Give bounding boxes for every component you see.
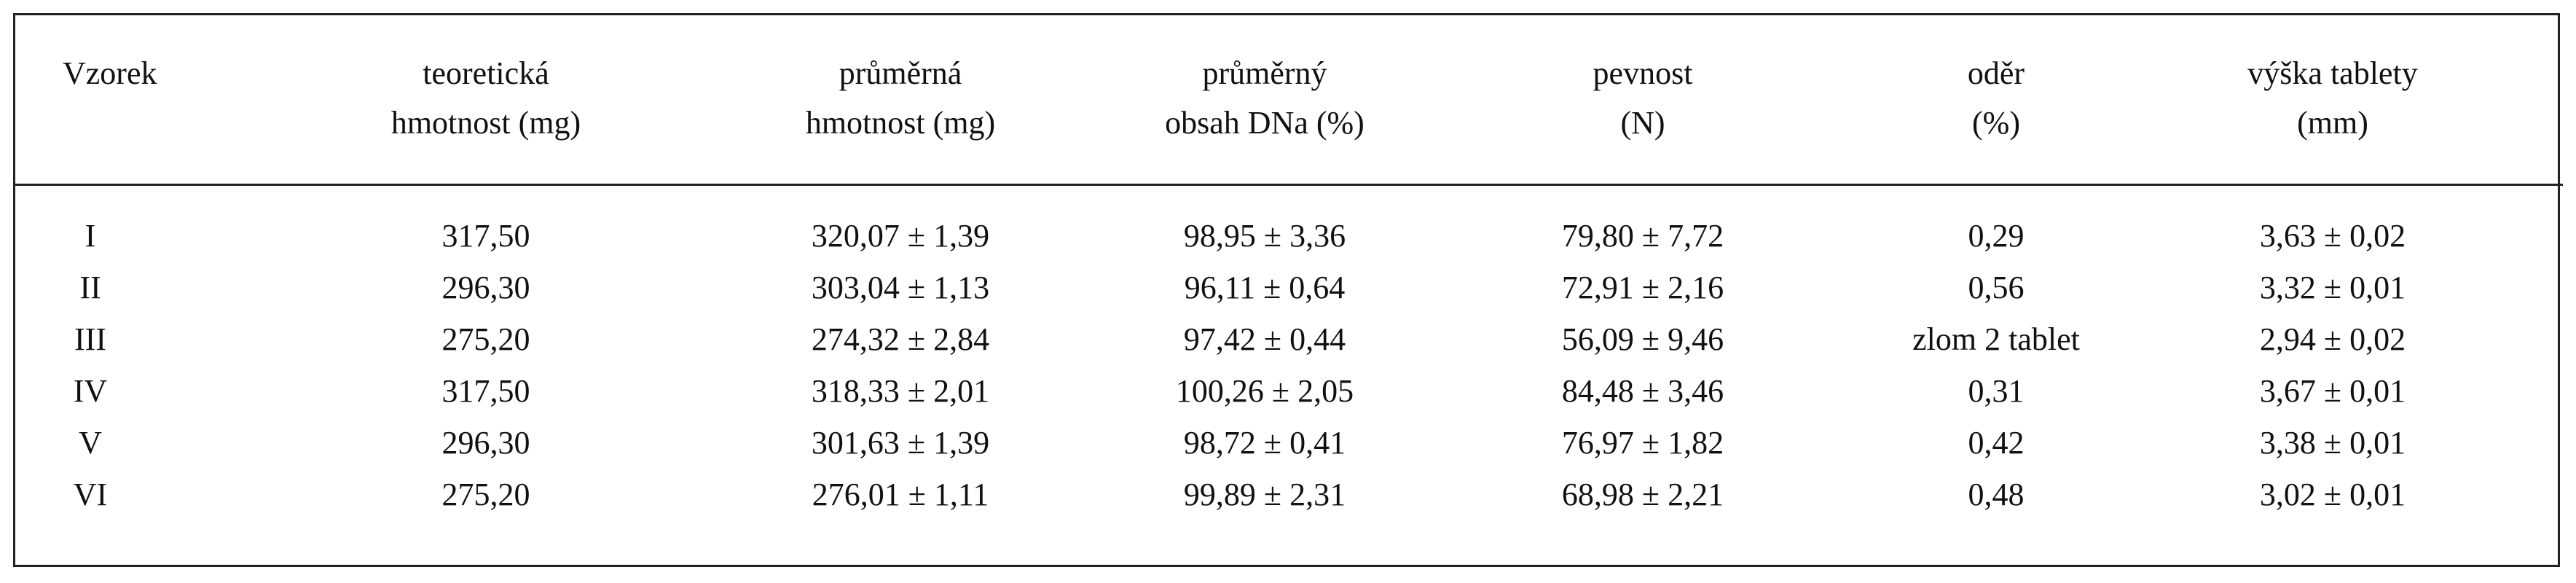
table-cell: III — [74, 321, 106, 357]
header-cell: pevnost — [1593, 55, 1693, 91]
header-cell: (N) — [1620, 105, 1665, 141]
table-cell: 99,89 ± 2,31 — [1183, 477, 1346, 512]
header-cell: (mm) — [2297, 105, 2368, 141]
table-cell: 56,09 ± 9,46 — [1561, 321, 1724, 357]
table-cell: 317,50 — [441, 218, 530, 254]
header-cell: hmotnost (mg) — [390, 105, 581, 141]
table-cell: 0,56 — [1968, 270, 2025, 305]
header-rule — [13, 184, 2563, 186]
table-cell: 84,48 ± 3,46 — [1561, 373, 1724, 409]
table-cell: 0,29 — [1968, 218, 2025, 254]
table-border — [13, 13, 2560, 567]
table-cell: 79,80 ± 7,72 — [1561, 218, 1724, 254]
table-cell: 318,33 ± 2,01 — [811, 373, 990, 409]
header-cell: průměrná — [839, 55, 962, 91]
table-cell: 301,63 ± 1,39 — [811, 425, 990, 461]
table-cell: 320,07 ± 1,39 — [811, 218, 990, 254]
table-cell: 274,32 ± 2,84 — [811, 321, 990, 357]
table-cell: 76,97 ± 1,82 — [1561, 425, 1724, 461]
table-cell: I — [85, 218, 96, 254]
table-cell: V — [79, 425, 102, 461]
table-cell: 0,31 — [1968, 373, 2025, 409]
header-cell: oděr — [1967, 55, 2025, 91]
table-cell: 296,30 — [441, 270, 530, 305]
table-cell: 98,95 ± 3,36 — [1183, 218, 1346, 254]
table-cell: 3,32 ± 0,01 — [2259, 270, 2406, 305]
header-cell: hmotnost (mg) — [805, 105, 996, 141]
table-cell: 96,11 ± 0,64 — [1184, 270, 1346, 305]
table-cell: 275,20 — [441, 477, 530, 512]
table-cell: 3,02 ± 0,01 — [2259, 477, 2406, 512]
header-cell: průměrný — [1202, 55, 1327, 91]
header-cell: (%) — [1972, 105, 2020, 141]
table-cell: 68,98 ± 2,21 — [1561, 477, 1724, 512]
header-cell: teoretická — [423, 55, 549, 91]
table-cell: II — [79, 270, 101, 305]
header-cell: Vzorek — [63, 55, 157, 91]
table-cell: 98,72 ± 0,41 — [1183, 425, 1346, 461]
table-cell: 0,48 — [1968, 477, 2025, 512]
table-cell: 3,63 ± 0,02 — [2259, 218, 2406, 254]
table-cell: 72,91 ± 2,16 — [1561, 270, 1724, 305]
table-cell: 3,67 ± 0,01 — [2259, 373, 2406, 409]
table-cell: zlom 2 tablet — [1912, 321, 2080, 357]
table-cell: 296,30 — [441, 425, 530, 461]
table-cell: 303,04 ± 1,13 — [811, 270, 990, 305]
table-cell: VI — [73, 477, 108, 512]
table-cell: 0,42 — [1968, 425, 2025, 461]
header-cell: výška tablety — [2247, 55, 2418, 91]
table-cell: 317,50 — [441, 373, 530, 409]
table-cell: 2,94 ± 0,02 — [2259, 321, 2406, 357]
table-cell: IV — [73, 373, 108, 409]
table-cell: 275,20 — [441, 321, 530, 357]
table-cell: 3,38 ± 0,01 — [2259, 425, 2406, 461]
table-cell: 97,42 ± 0,44 — [1183, 321, 1346, 357]
table-cell: 276,01 ± 1,11 — [812, 477, 989, 512]
header-cell: obsah DNa (%) — [1165, 105, 1364, 141]
table-cell: 100,26 ± 2,05 — [1175, 373, 1354, 409]
